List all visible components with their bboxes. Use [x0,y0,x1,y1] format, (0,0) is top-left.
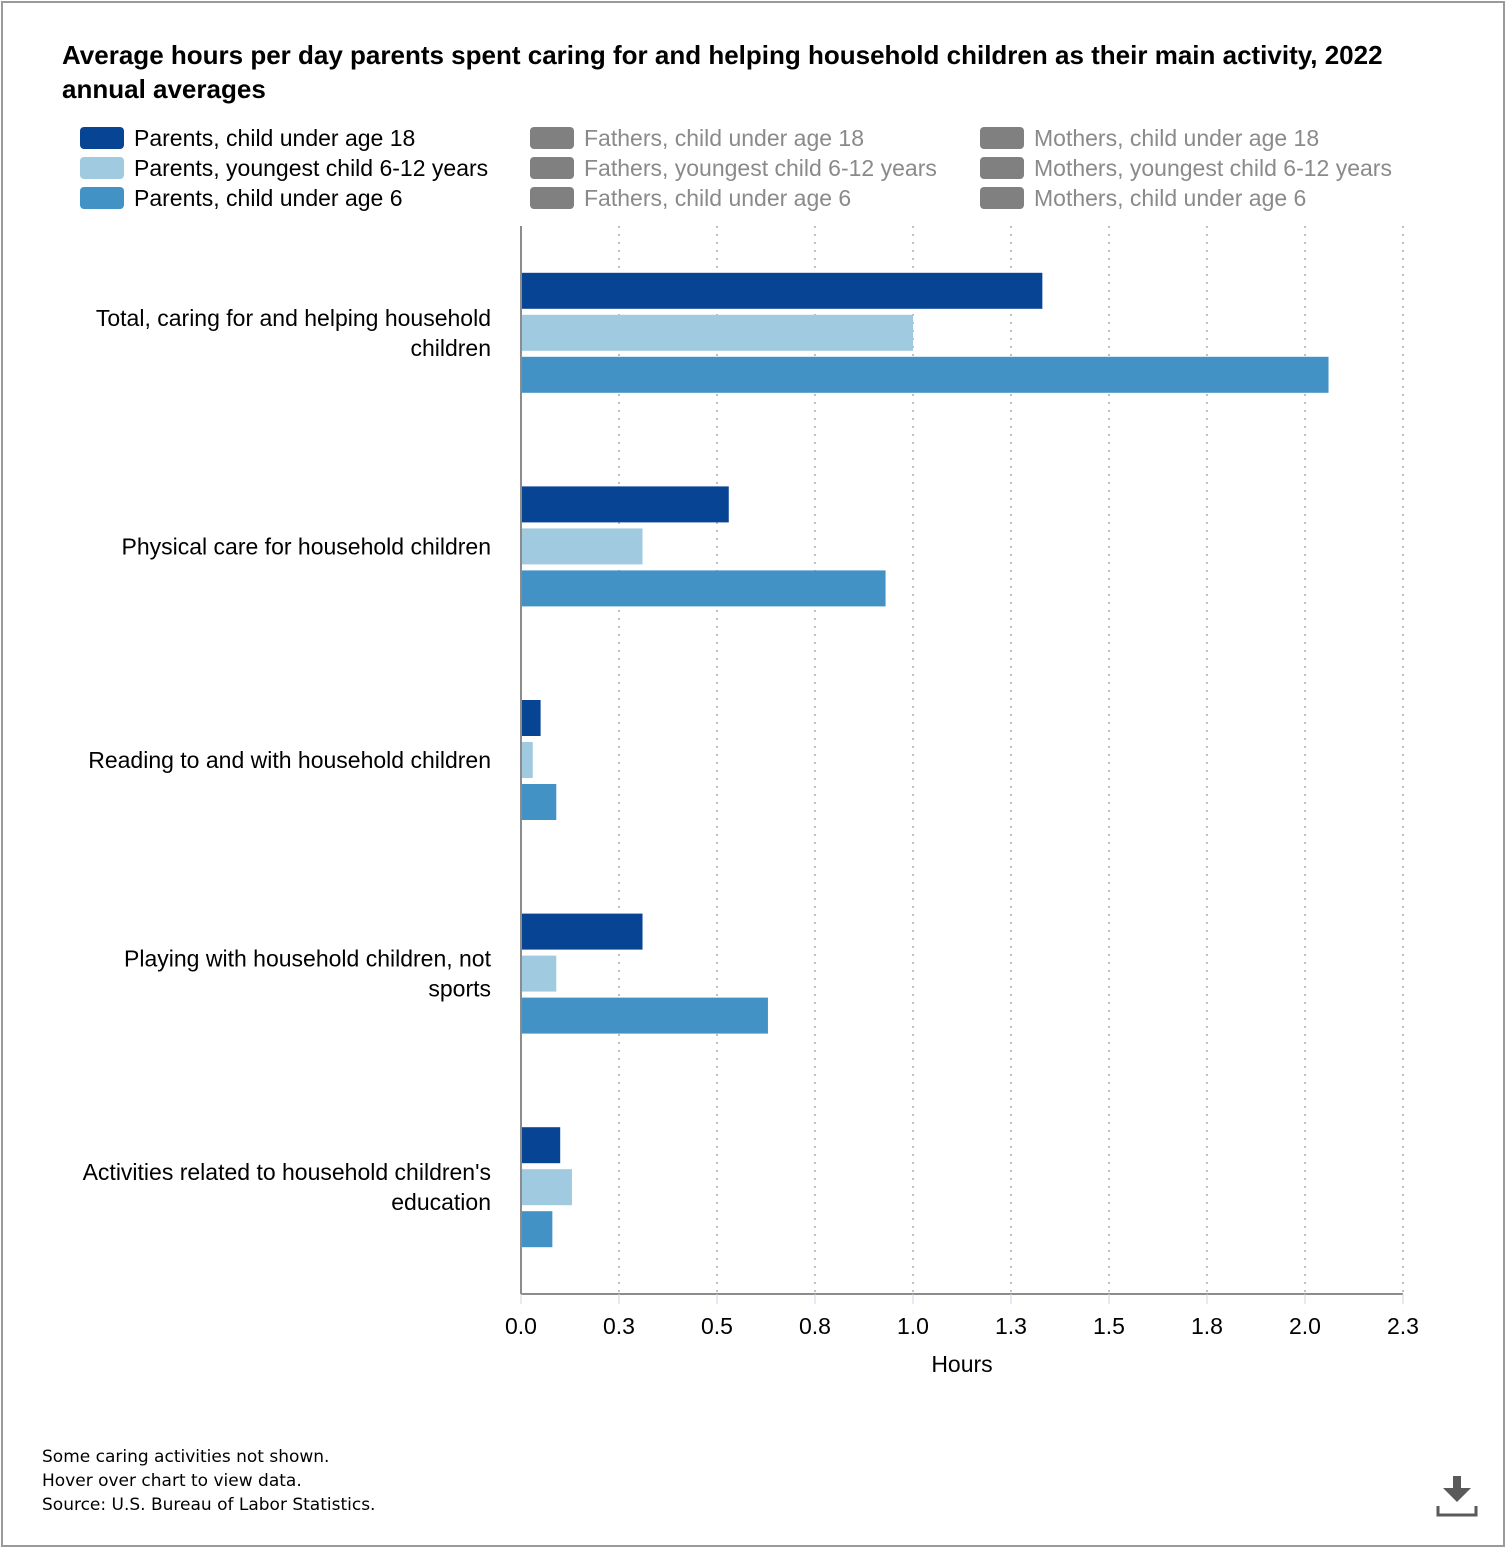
legend-item[interactable]: Mothers, child under age 6 [980,184,1306,212]
legend-item[interactable]: Fathers, child under age 18 [530,124,864,152]
bar[interactable]: Parents, child under age 18: 0.53 [522,486,729,523]
legend-item[interactable]: Mothers, youngest child 6-12 years [980,154,1392,182]
legend-swatch [530,157,574,179]
legend-item[interactable]: Fathers, child under age 6 [530,184,851,212]
category-label: Activities related to household children… [83,1159,491,1215]
bar[interactable]: Parents, youngest child 6-12 years: 1 [522,314,913,351]
bar[interactable]: Parents, child under age 6: 0.93 [522,570,886,607]
x-tick-label: 1.0 [897,1313,929,1339]
bar[interactable]: Parents, youngest child 6-12 years: 0.03 [522,742,533,778]
legend-item[interactable]: Parents, youngest child 6-12 years [80,154,488,182]
legend-swatch [80,127,124,149]
legend-label: Mothers, child under age 6 [1034,184,1307,211]
x-tick-label: 0.0 [505,1313,537,1339]
bar[interactable]: Parents, child under age 18: 0.05 [522,700,541,736]
legend-swatch [530,127,574,149]
legend-item[interactable]: Parents, child under age 6 [80,184,403,212]
category-label: Total, caring for and helping household c… [96,305,491,361]
legend-swatch [80,157,124,179]
bar[interactable]: Parents, youngest child 6-12 years: 0.13 [522,1169,572,1206]
legend-label: Fathers, child under age 6 [584,184,852,211]
legend-label: Parents, child under age 6 [134,184,403,211]
legend-label: Parents, youngest child 6-12 years [134,154,489,181]
x-tick-label: 2.0 [1289,1313,1321,1339]
bar[interactable]: Parents, youngest child 6-12 years: 0.09 [522,955,557,992]
legend-label: Mothers, child under age 18 [1034,124,1320,151]
category-label: Reading to and with household children [88,747,491,773]
chart-notes: Some caring activities not shown. Hover … [42,1445,375,1517]
category-label: Playing with household children, not spor… [124,946,492,1002]
legend-item[interactable]: Fathers, youngest child 6-12 years [530,154,937,182]
legend-label: Fathers, youngest child 6-12 years [584,154,937,181]
legend-swatch [980,157,1024,179]
legend-label: Mothers, youngest child 6-12 years [1034,154,1392,181]
legend-swatch [980,127,1024,149]
bar[interactable]: Parents, youngest child 6-12 years: 0.31 [522,528,643,565]
legend-swatch [980,187,1024,209]
download-icon [1436,1476,1478,1517]
bar[interactable]: Parents, child under age 18: 1.33 [522,272,1043,309]
x-tick-label: 1.8 [1191,1313,1223,1339]
x-tick-label: 0.8 [799,1313,831,1339]
bar[interactable]: Parents, child under age 6: 0.08 [522,1211,553,1248]
note-not-shown: Some caring activities not shown. [42,1447,330,1467]
x-tick-label: 2.3 [1387,1313,1419,1339]
legend-item[interactable]: Parents, child under age 18 [80,124,415,152]
bar[interactable]: Parents, child under age 6: 2.06 [522,356,1329,393]
x-axis-title: Hours [931,1351,992,1377]
bar[interactable]: Parents, child under age 6: 0.63 [522,997,768,1034]
x-tick-label: 1.3 [995,1313,1027,1339]
x-tick-label: 1.5 [1093,1313,1125,1339]
bar[interactable]: Parents, child under age 18: 0.1 [522,1127,561,1164]
note-source: Source: U.S. Bureau of Labor Statistics. [42,1495,376,1515]
x-tick-label: 0.3 [603,1313,635,1339]
bar[interactable]: Parents, child under age 6: 0.09 [522,784,557,820]
legend-label: Parents, child under age 18 [134,124,416,151]
note-hover: Hover over chart to view data. [42,1471,302,1491]
legend-item[interactable]: Mothers, child under age 18 [980,124,1319,152]
bar[interactable]: Parents, child under age 18: 0.31 [522,913,643,950]
x-tick-label: 0.5 [701,1313,733,1339]
legend-swatch [530,187,574,209]
chart-title: Average hours per day parents spent cari… [62,40,1383,104]
download-button[interactable] [1434,1474,1480,1520]
legend-swatch [80,187,124,209]
legend-label: Fathers, child under age 18 [584,124,865,151]
category-label: Physical care for household children [122,533,491,559]
